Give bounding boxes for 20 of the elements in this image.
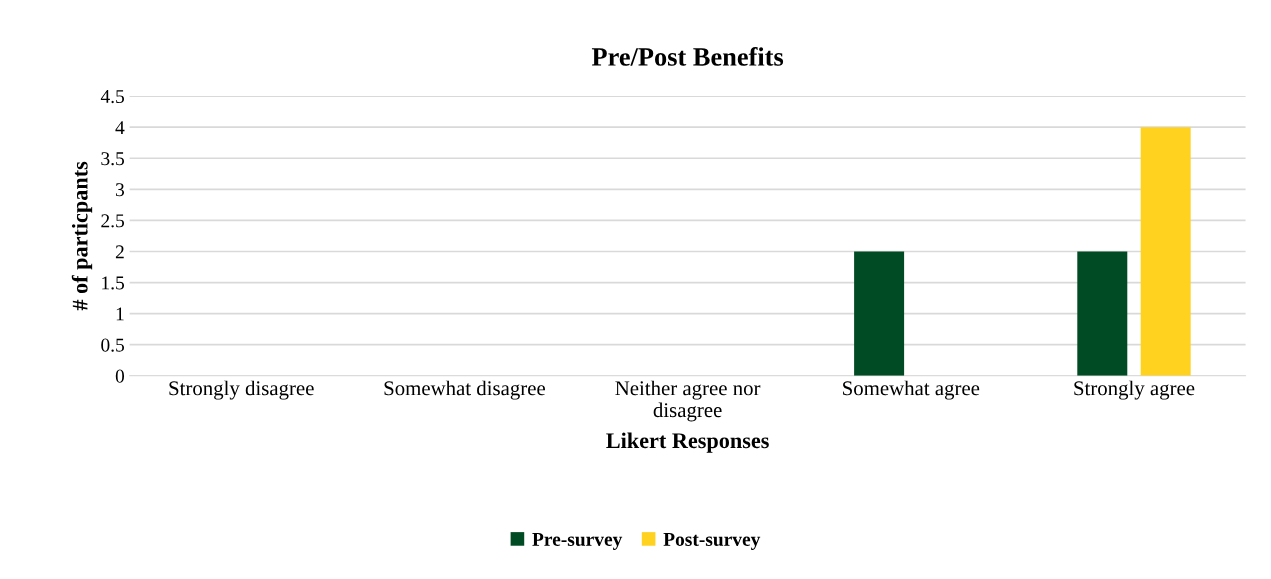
- x-tick-label: Somewhat agree: [843, 380, 980, 400]
- y-tick-label: 3: [115, 183, 125, 197]
- legend-label: Post-survey: [663, 532, 761, 550]
- legend-label: Pre-survey: [532, 532, 623, 550]
- y-tick-label: 4: [115, 121, 125, 134]
- y-tick-label: 1: [116, 307, 124, 321]
- y-tick-label: 1.5: [102, 276, 125, 290]
- y-axis-title: # of particpants: [71, 161, 93, 311]
- chart-title: Pre/Post Benefits: [591, 46, 784, 66]
- x-tick-label: Neither agree nor disagree: [615, 380, 761, 422]
- x-axis-title: Likert Responses: [606, 432, 769, 453]
- x-tick-label: Strongly disagree: [169, 380, 314, 400]
- y-tick-label: 2: [115, 245, 124, 259]
- y-tick-label: 0.5: [101, 338, 125, 352]
- y-tick-label: 0: [115, 369, 125, 383]
- x-tick-label: Somewhat disagree: [384, 380, 545, 400]
- x-tick-label: Strongly agree: [1074, 380, 1195, 400]
- y-tick-label: 4.5: [100, 90, 125, 104]
- y-tick-label: 3.5: [101, 152, 125, 166]
- y-tick-label: 2.5: [101, 214, 125, 228]
